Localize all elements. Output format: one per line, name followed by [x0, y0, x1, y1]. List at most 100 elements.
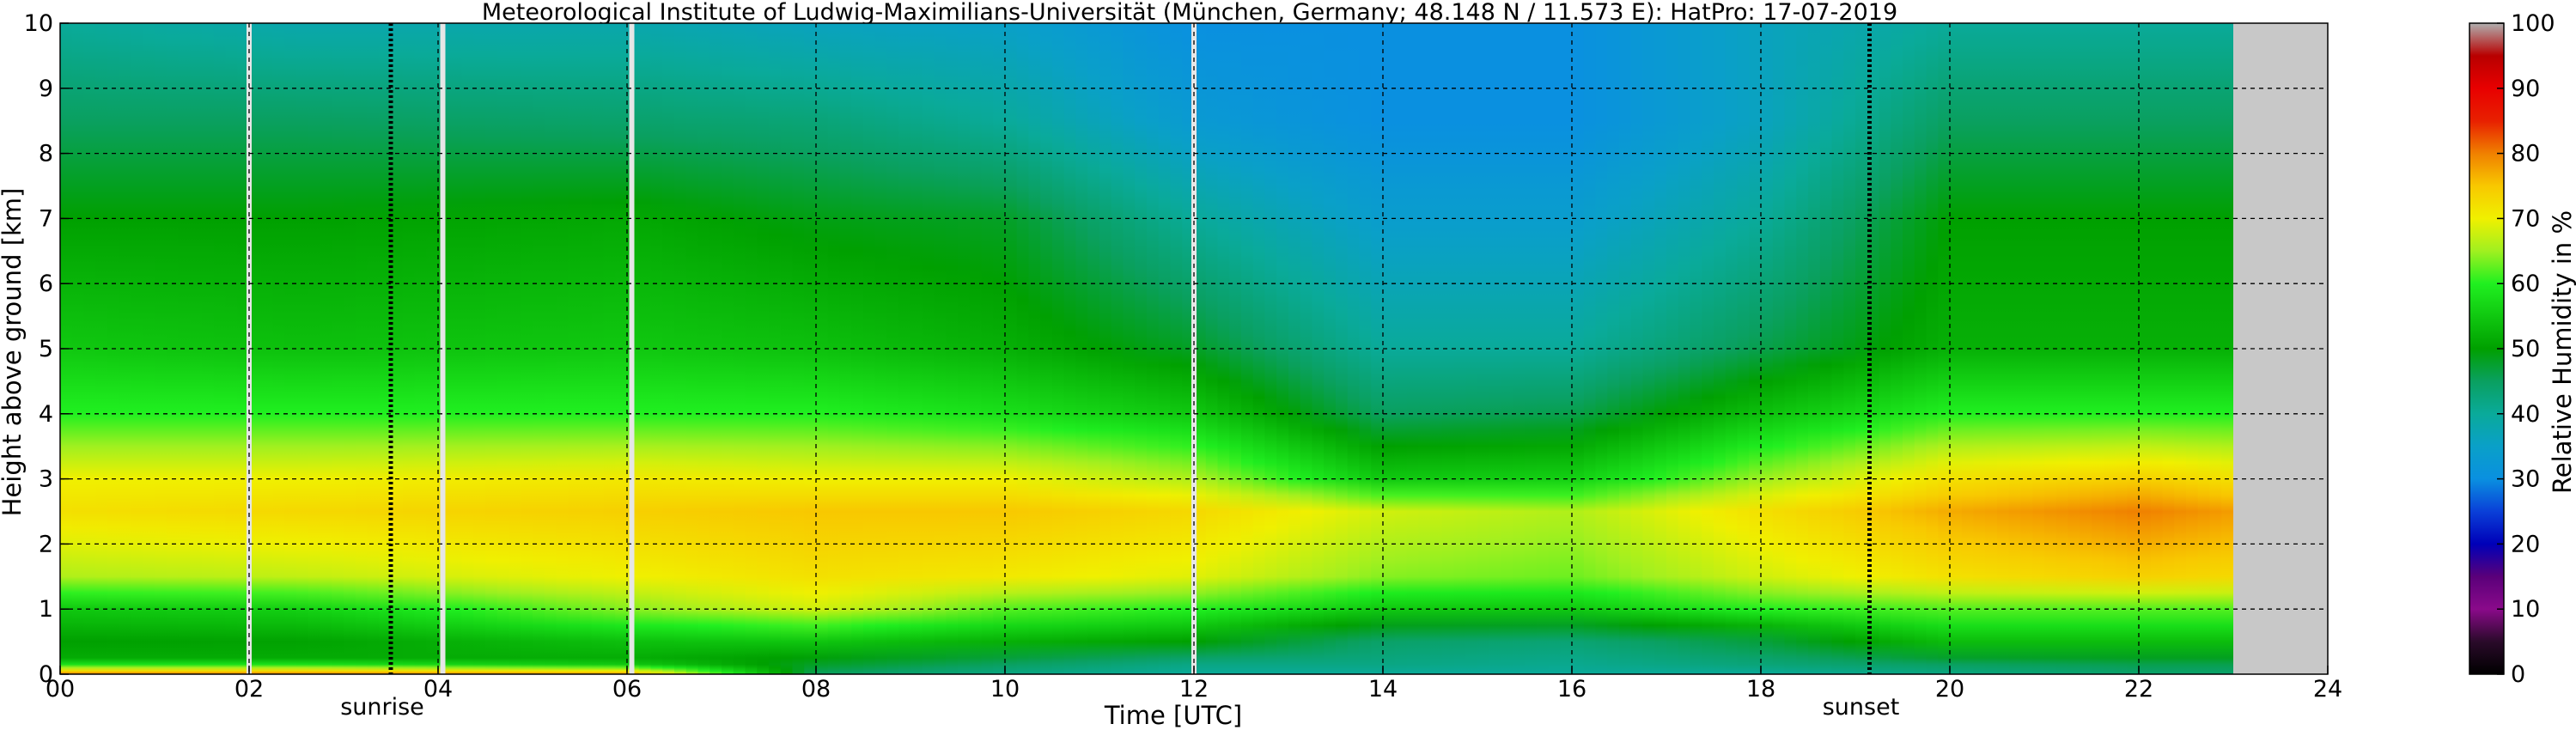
heatmap-column	[1548, 23, 1561, 674]
heatmap-column	[1891, 23, 1903, 674]
heatmap-column	[2174, 23, 2187, 674]
heatmap-column	[1796, 23, 1809, 674]
y-tick-label: 10	[24, 10, 53, 37]
x-tick-label: 24	[2313, 676, 2342, 703]
data-gap-line	[440, 23, 446, 674]
heatmap-column	[414, 23, 427, 674]
x-tick-label: 12	[1179, 676, 1209, 703]
heatmap-column	[2008, 23, 2022, 674]
heatmap-column	[1642, 23, 1655, 674]
y-tick-label: 2	[39, 531, 53, 557]
heatmap-column	[1914, 23, 1927, 674]
colorbar-tick-label: 80	[2511, 141, 2540, 167]
heatmap-column	[1737, 23, 1750, 674]
heatmap-column	[1005, 23, 1018, 674]
heatmap-column	[816, 23, 829, 674]
heatmap-column	[2139, 23, 2152, 674]
x-tick-label: 08	[801, 676, 831, 703]
heatmap-column	[1359, 23, 1372, 674]
heatmap-column	[981, 23, 994, 674]
y-tick-label: 1	[39, 596, 53, 623]
colorbar-label: Relative Humidity in %	[2548, 210, 2576, 494]
heatmap-column	[1702, 23, 1714, 674]
heatmap-column	[1985, 23, 1998, 674]
colorbar-tick-label: 40	[2511, 401, 2540, 428]
heatmap-column	[1666, 23, 1679, 674]
heatmap-column	[1170, 23, 1183, 674]
heatmap-column	[1855, 23, 1868, 674]
heatmap-column	[1229, 23, 1242, 674]
heatmap-column	[131, 23, 143, 674]
heatmap-column	[757, 23, 770, 674]
heatmap-column	[1725, 23, 1739, 674]
heatmap-column	[1572, 23, 1585, 674]
heatmap-column	[662, 23, 675, 674]
heatmap-column	[969, 23, 983, 674]
heatmap-column	[473, 23, 486, 674]
heatmap-column	[1075, 23, 1088, 674]
x-tick-label: 20	[1935, 676, 1964, 703]
heatmap-column	[1264, 23, 1277, 674]
heatmap-column	[2197, 23, 2211, 674]
y-tick-label: 6	[39, 271, 53, 297]
x-tick-label: 04	[423, 676, 453, 703]
heatmap-column	[1099, 23, 1112, 674]
heatmap-column	[886, 23, 899, 674]
heatmap-column	[1513, 23, 1526, 674]
heatmap-column	[2044, 23, 2057, 674]
heatmap-column	[1040, 23, 1053, 674]
sunset-label: sunset	[1823, 694, 1900, 721]
heatmap-column	[591, 23, 605, 674]
x-tick-label: 14	[1368, 676, 1398, 703]
chart-title: Meteorological Institute of Ludwig-Maxim…	[482, 0, 1897, 26]
sunrise-label: sunrise	[340, 694, 424, 721]
heatmap-column	[308, 23, 321, 674]
heatmap-column	[1477, 23, 1490, 674]
y-axis-ticks: 0 1 2 3 4 5 6 7 8 9 10	[24, 10, 69, 688]
heatmap-column	[910, 23, 923, 674]
colorbar-tick-label: 20	[2511, 531, 2540, 557]
heatmap-column	[402, 23, 416, 674]
colorbar-tick-label: 70	[2511, 205, 2540, 232]
x-tick-label: 22	[2124, 676, 2153, 703]
heatmap-column	[1536, 23, 1550, 674]
heatmap-column	[568, 23, 581, 674]
x-axis-label: Time [UTC]	[1104, 701, 1242, 730]
heatmap-column	[1607, 23, 1620, 674]
heatmap-column	[1135, 23, 1148, 674]
y-tick-label: 5	[39, 336, 53, 362]
heatmap-column	[1926, 23, 1939, 674]
heatmap-column	[213, 23, 227, 674]
x-tick-label: 10	[990, 676, 1020, 703]
heatmap-column	[1950, 23, 1963, 674]
heatmap-column	[320, 23, 332, 674]
heatmap-column	[2020, 23, 2033, 674]
heatmap-column	[344, 23, 356, 674]
heatmap-column	[1347, 23, 1361, 674]
x-tick-label: 18	[1746, 676, 1775, 703]
y-tick-label: 9	[39, 76, 53, 102]
heatmap-column	[2209, 23, 2222, 674]
heatmap-column	[1441, 23, 1455, 674]
heatmap-column	[1324, 23, 1337, 674]
colorbar-ticks: 0 10 20 30 40 50 60 70 80 90 100	[2497, 10, 2555, 688]
colorbar-tick-label: 50	[2511, 336, 2540, 362]
y-tick-label: 7	[39, 205, 53, 232]
x-tick-label: 16	[1557, 676, 1586, 703]
y-axis-label: Height above ground [km]	[0, 188, 27, 517]
heatmap-column	[946, 23, 959, 674]
colorbar-tick-label: 30	[2511, 466, 2540, 493]
heatmap-column	[1383, 23, 1396, 674]
heatmap-column	[1819, 23, 1833, 674]
event-labels: sunrise sunset	[340, 694, 1899, 721]
event-lines	[388, 23, 1872, 674]
grid-lines	[60, 23, 2328, 674]
heatmap-column	[1761, 23, 1774, 674]
x-axis-ticks: 00 02 04 06 08 10 12 14 16 18 20 22 24	[46, 666, 2342, 703]
heatmap-column	[1630, 23, 1644, 674]
heatmap-column	[155, 23, 167, 674]
heatmap-column	[1158, 23, 1172, 674]
heatmap-column	[119, 23, 132, 674]
heatmap-column	[722, 23, 734, 674]
